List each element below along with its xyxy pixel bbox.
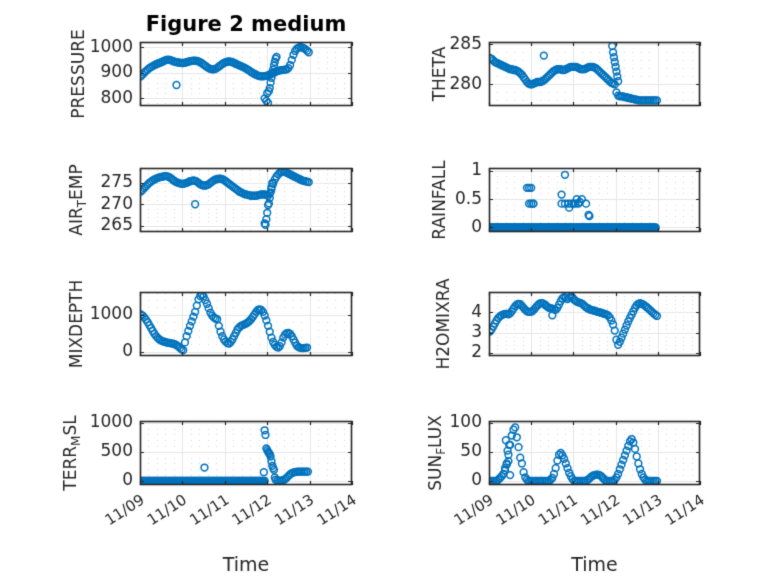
figure-container: Figure 2 medium Time Time PRESSURE THETA… — [0, 0, 778, 583]
figure-canvas — [0, 0, 778, 583]
